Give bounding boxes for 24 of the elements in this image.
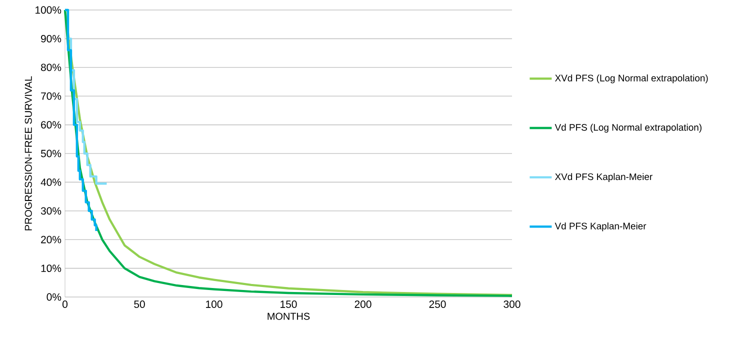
x-tick-label: 0	[62, 300, 68, 308]
y-tick-label: 70%	[41, 92, 62, 100]
y-axis-title: PROGRESSION-FREE SURVIVAL	[24, 76, 32, 230]
y-tick-label: 10%	[41, 264, 62, 272]
y-tick-label: 80%	[40, 64, 62, 72]
x-tick-label: 150	[280, 300, 297, 308]
legend-label: Vd PFS (Log Normal extrapolation)	[554, 124, 702, 133]
x-tick-label: 200	[354, 300, 372, 308]
y-tick-label: 30%	[40, 207, 62, 215]
legend-label: XVd PFS Kaplan-Meier	[555, 173, 652, 182]
y-tick-label: 100%	[36, 6, 62, 14]
y-tick-label: 50%	[40, 150, 62, 158]
legend-label: Vd PFS Kaplan-Meier	[554, 222, 646, 232]
legend-label: XVd PFS (Log Normal extrapolation)	[555, 74, 708, 84]
x-tick-label: 250	[429, 300, 446, 308]
y-tick-label: 90%	[41, 35, 62, 42]
x-axis-title: MONTHS	[268, 312, 310, 320]
x-tick-label: 100	[206, 300, 222, 308]
x-tick-label: 50	[134, 300, 145, 308]
y-tick-label: 40%	[40, 178, 62, 186]
y-tick-label: 60%	[41, 121, 62, 129]
y-tick-label: 0%	[46, 293, 62, 301]
y-tick-label: 20%	[41, 236, 62, 244]
x-tick-label: 300	[504, 300, 520, 308]
